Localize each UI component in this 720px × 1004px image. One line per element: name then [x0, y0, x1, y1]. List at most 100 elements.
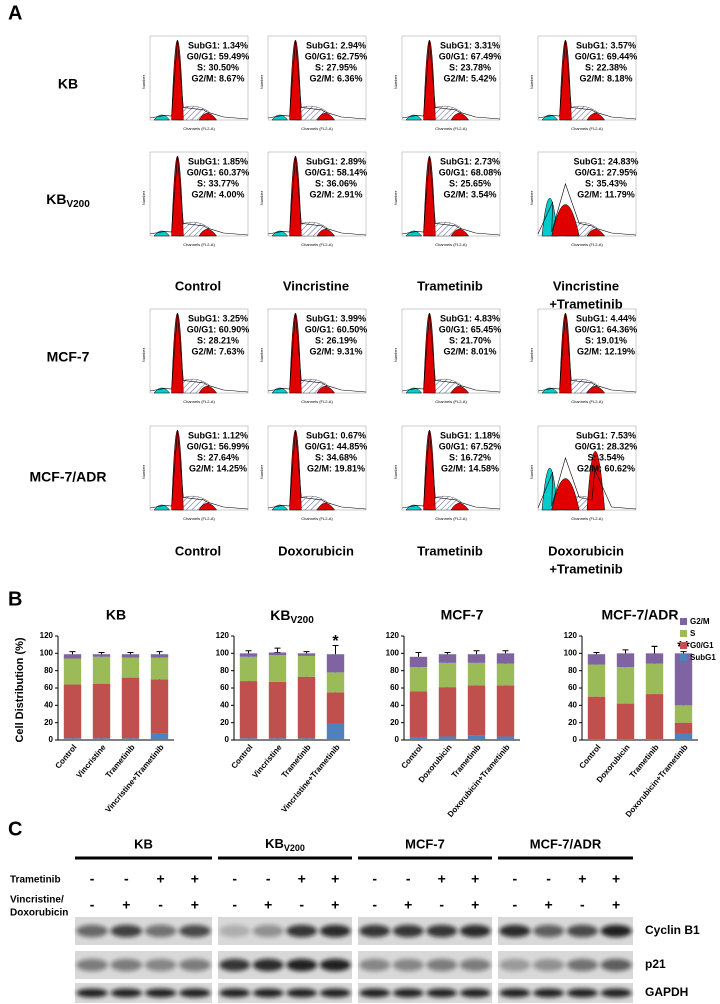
- bar-segment: [587, 696, 606, 740]
- blot-band: [110, 958, 143, 972]
- g2-peak: [198, 503, 218, 511]
- treatment-sign: -: [439, 897, 444, 913]
- column-label: Control: [175, 543, 221, 558]
- x-tick-label: Doxorubicin+Trametinib: [446, 743, 512, 819]
- y-tick-label: 80: [568, 666, 577, 675]
- g1-peak: [423, 156, 436, 237]
- error-bar: [502, 650, 509, 654]
- blot-band: [179, 924, 211, 938]
- histogram: Channels (FL2-A) Number: [141, 35, 249, 131]
- chart-title: MCF-7: [441, 607, 484, 623]
- y-tick-label: 120: [216, 631, 230, 640]
- treatment-sign: +: [331, 897, 339, 913]
- legend-label: G2/M: [690, 617, 710, 626]
- column-label: Vincristine: [553, 278, 619, 293]
- significance-mark: *: [332, 633, 339, 650]
- phase-stat: S: 26.19%: [315, 335, 357, 345]
- error-bar: [593, 651, 600, 655]
- column-label: +Trametinib: [549, 296, 622, 311]
- phase-stat: G2/M: 14.25%: [189, 463, 247, 473]
- plot-x-label: Channels (FL2-A): [571, 516, 603, 521]
- band-label: Cyclin B1: [645, 923, 700, 937]
- histogram: Channels (FL2-A) Number: [393, 35, 501, 131]
- bar-segment: [92, 654, 111, 657]
- bar-segment: [150, 657, 169, 680]
- plot-y-label: Number: [141, 190, 146, 205]
- histogram: Channels (FL2-A) Number: [259, 308, 367, 404]
- bar-segment: [326, 672, 345, 693]
- blot-band: [286, 958, 318, 972]
- blot-band: [459, 988, 491, 998]
- treatment-sign: +: [578, 871, 586, 887]
- phase-stat: G2/M: 12.19%: [577, 346, 635, 356]
- blot-band: [600, 988, 632, 998]
- phase-stat: SubG1: 1.18%: [440, 430, 500, 440]
- treatment-sign: -: [266, 871, 271, 887]
- g2-peak: [316, 386, 336, 394]
- phase-stat: G0/G1: 60.90%: [187, 324, 250, 334]
- treatment-sign: -: [372, 871, 377, 887]
- y-tick-label: 20: [220, 718, 229, 727]
- blot-band: [286, 988, 318, 998]
- bar-segment: [496, 663, 515, 686]
- bar-segment: [409, 656, 428, 668]
- x-tick-label: Control: [399, 743, 424, 771]
- g2-peak: [586, 113, 606, 121]
- phase-stat: S: 30.50%: [197, 62, 239, 72]
- plot-y-label: Number: [259, 190, 264, 205]
- treatment-sign: +: [471, 871, 479, 887]
- plot-y-label: Number: [529, 190, 534, 205]
- g2-peak: [316, 503, 336, 511]
- bar-segment: [467, 662, 486, 686]
- bar-segment: [496, 653, 515, 664]
- phase-stat: G0/G1: 67.52%: [439, 441, 502, 451]
- bar-segment: [150, 654, 169, 658]
- phase-stat: G2/M: 4.00%: [191, 189, 244, 199]
- plot-x-label: Channels (FL2-A): [183, 399, 215, 404]
- histogram: Channels (FL2-A) Number: [529, 151, 637, 247]
- phase-stat: G0/G1: 68.08%: [439, 167, 502, 177]
- y-tick-label: 40: [44, 700, 53, 709]
- error-bar: [245, 650, 252, 654]
- g1-peak: [551, 478, 580, 511]
- plot-y-label: Number: [259, 74, 264, 89]
- phase-stat: S: 27.64%: [197, 452, 239, 462]
- blot-band: [286, 924, 318, 938]
- g1-peak: [423, 430, 436, 511]
- bar-segment: [297, 653, 316, 656]
- histogram: Channels (FL2-A) Number: [393, 425, 501, 521]
- plot-y-label: Number: [393, 464, 398, 479]
- histogram: Channels (FL2-A) Number: [393, 151, 501, 247]
- blot-band: [459, 958, 491, 972]
- blot-band: [600, 924, 632, 938]
- plot-y-label: Number: [529, 464, 534, 479]
- y-tick-label: 0: [395, 735, 400, 744]
- bar-segment: [616, 739, 635, 740]
- blot-background: [358, 983, 492, 1003]
- trace: [267, 313, 367, 393]
- row-label: KB: [58, 76, 78, 92]
- y-axis-label: Cell Distribution (%): [14, 637, 26, 742]
- blot-band: [533, 988, 565, 998]
- histogram: Channels (FL2-A) Number: [529, 35, 637, 131]
- phase-stat: G2/M: 11.79%: [577, 189, 635, 199]
- blot-background: [218, 983, 352, 1003]
- trace: [149, 313, 249, 393]
- row-label: KBV200: [46, 191, 90, 210]
- bar-segment: [297, 738, 316, 740]
- bar-segment: [150, 679, 169, 734]
- phase-stat: G2/M: 3.54%: [443, 189, 496, 199]
- group-label-main: KB: [265, 836, 284, 851]
- histogram: Channels (FL2-A) Number: [141, 425, 249, 521]
- plot-y-label: Number: [529, 74, 534, 89]
- bar-segment: [438, 654, 457, 663]
- x-tick-label: Doxorubicin+Trametinib: [624, 743, 690, 819]
- phase-stat: SubG1: 1.12%: [188, 430, 248, 440]
- y-tick-label: 0: [573, 735, 578, 744]
- trace: [149, 430, 249, 510]
- g1-peak: [171, 430, 184, 511]
- phase-stat: SubG1: 1.85%: [188, 156, 248, 166]
- phase-stat: SubG1: 3.57%: [576, 40, 636, 50]
- phase-stat: G2/M: 8.67%: [191, 73, 244, 83]
- bar-segment: [496, 736, 515, 740]
